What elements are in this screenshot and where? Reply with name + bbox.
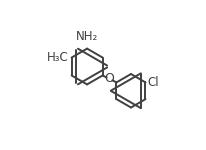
Text: Cl: Cl [148,76,159,89]
Text: NH₂: NH₂ [76,30,98,43]
Text: O: O [105,72,115,86]
Text: H₃C: H₃C [47,51,69,64]
